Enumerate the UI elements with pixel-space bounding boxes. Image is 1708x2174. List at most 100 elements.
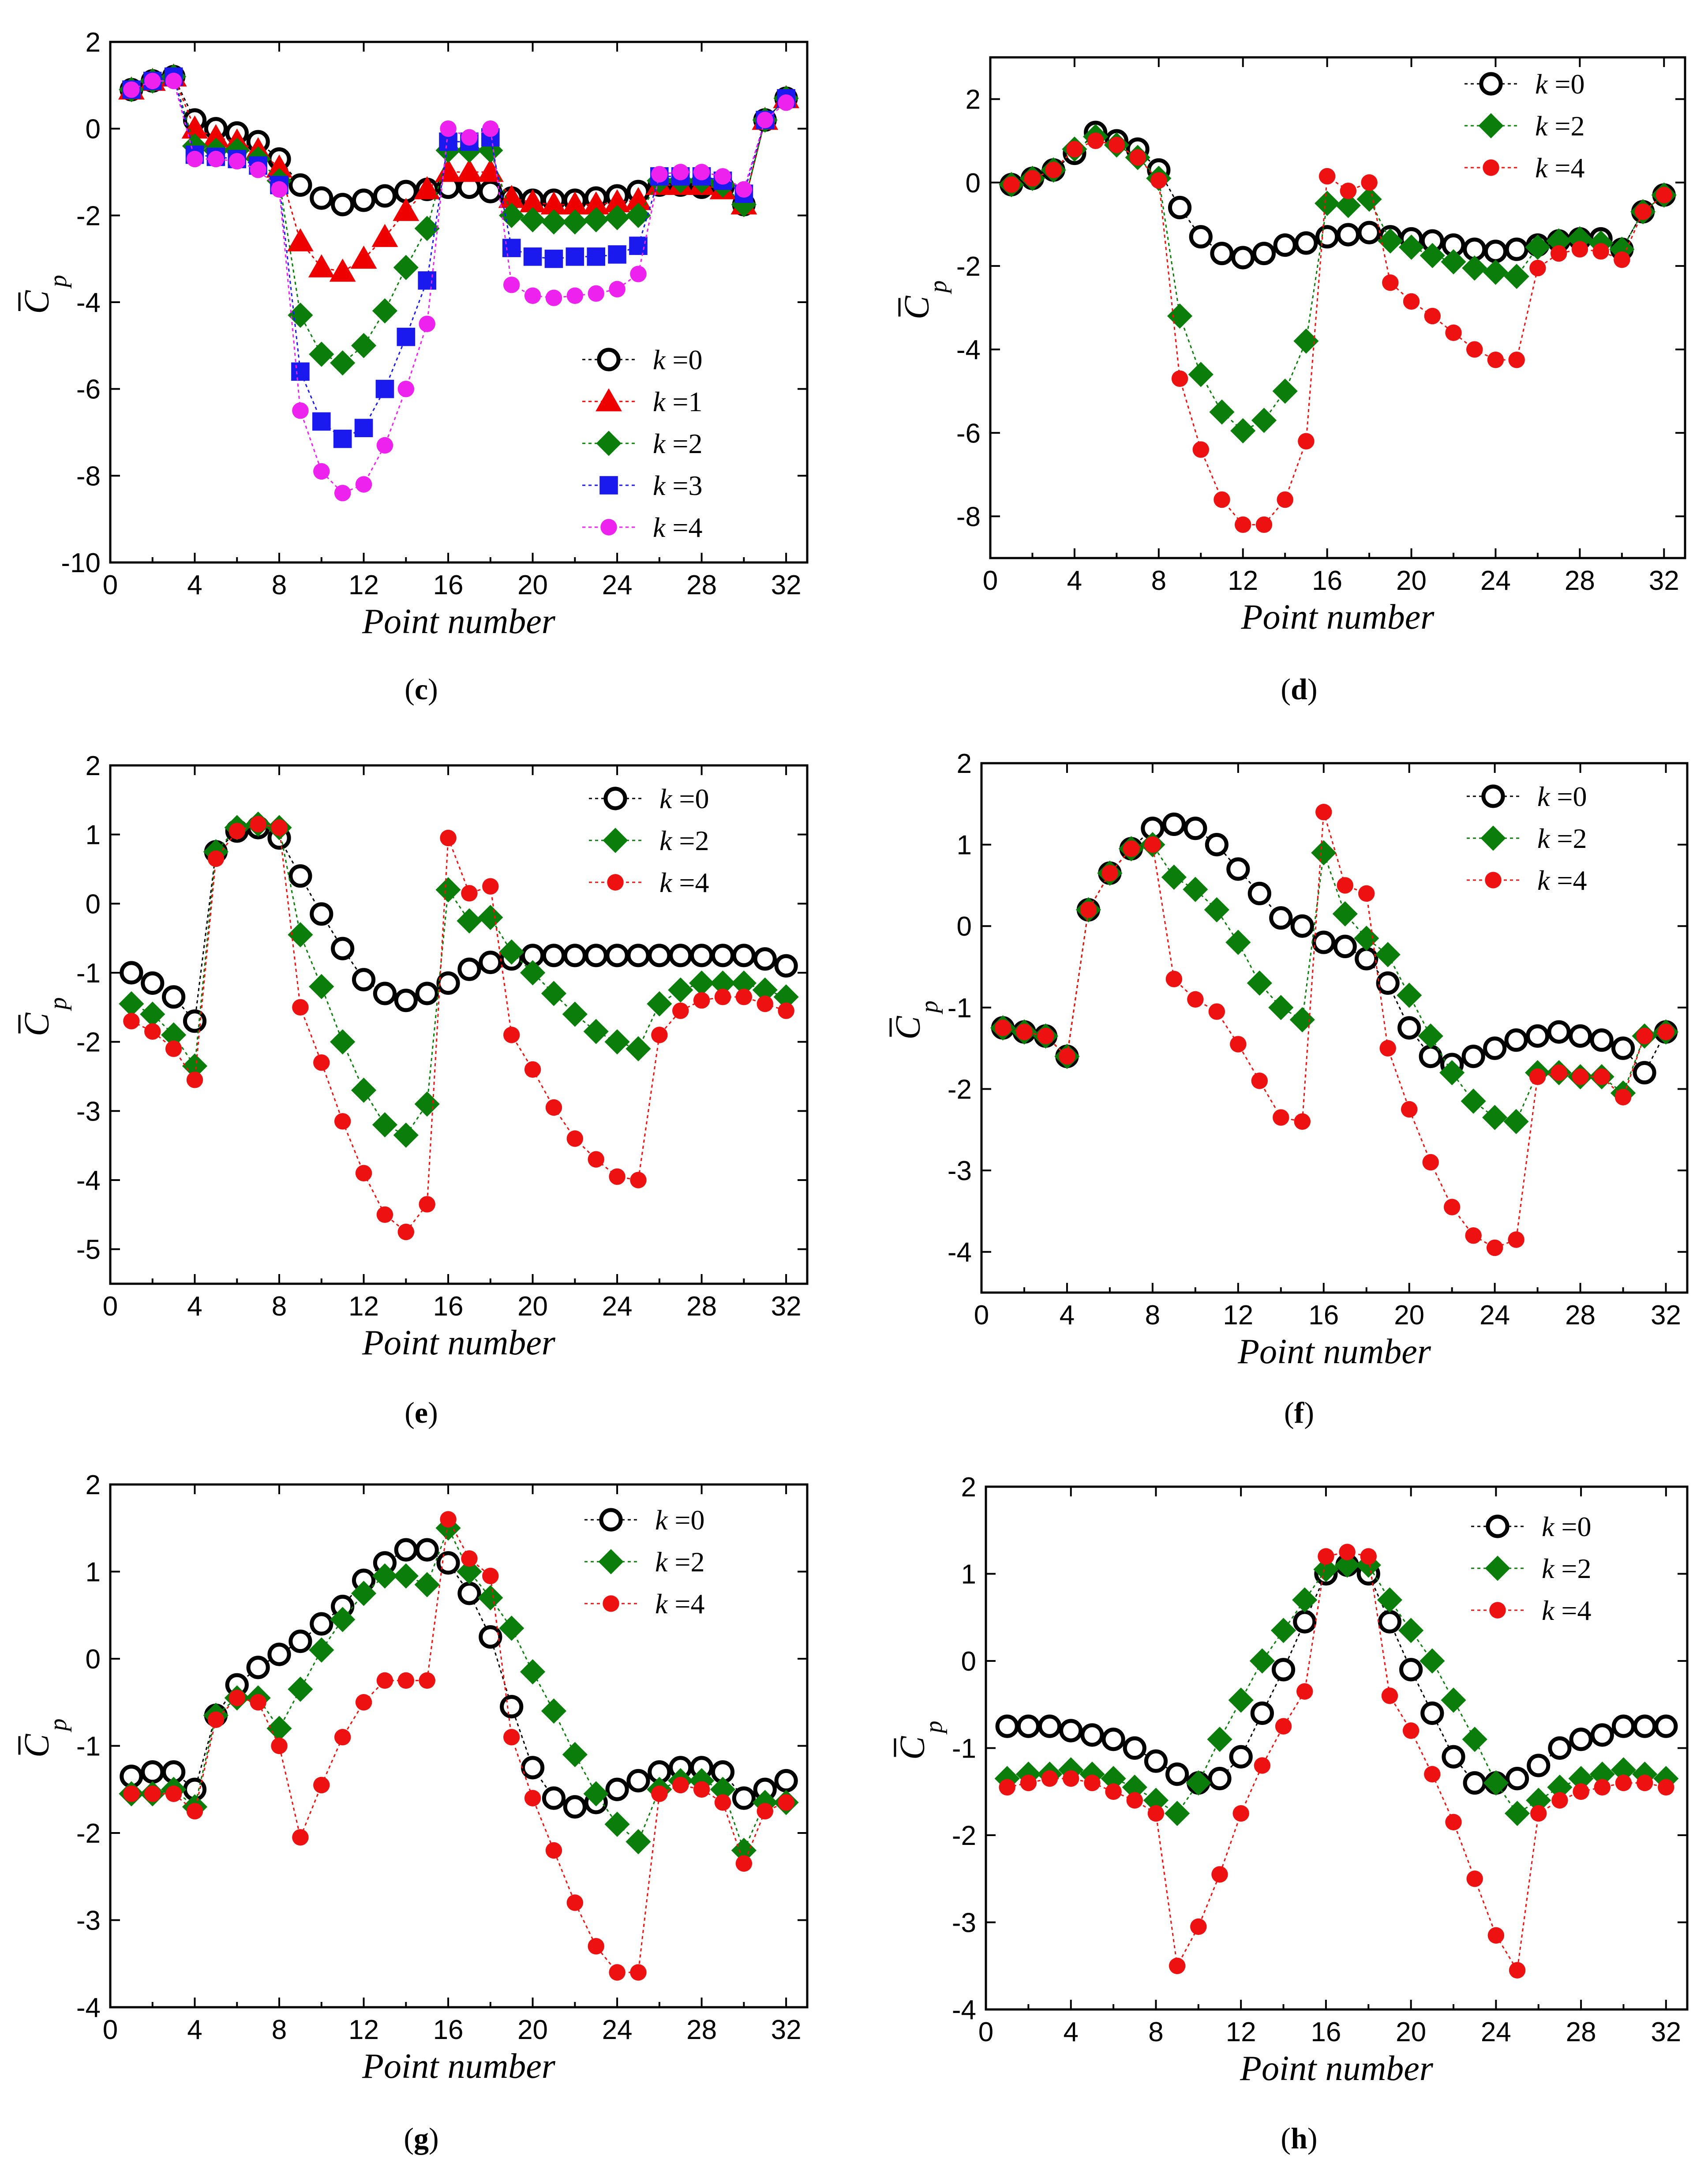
y-tick-label: -5 — [76, 1235, 101, 1265]
data-point — [1126, 1792, 1143, 1809]
data-point — [999, 1779, 1015, 1796]
legend-label: k =0 — [659, 783, 709, 814]
data-point — [1003, 176, 1020, 193]
data-point — [207, 1711, 225, 1728]
legend-marker — [603, 787, 627, 810]
series-k4 — [994, 804, 1674, 1256]
plot-frame — [989, 56, 1686, 559]
legend-marker — [1486, 1514, 1509, 1538]
x-tick-label: 32 — [1651, 2017, 1681, 2047]
data-point — [351, 1077, 377, 1103]
data-point — [393, 1563, 419, 1589]
data-point — [288, 173, 312, 197]
legend-label-value: =2 — [665, 428, 702, 459]
data-point — [207, 150, 225, 168]
data-point — [1162, 812, 1186, 836]
data-point — [1483, 1036, 1507, 1060]
data-point — [228, 823, 245, 840]
data-point — [414, 176, 441, 199]
data-point — [415, 1538, 439, 1562]
data-point — [1592, 243, 1609, 260]
data-point — [1192, 441, 1209, 458]
data-point — [1209, 399, 1235, 425]
y-axis-label-subscript: p — [45, 997, 72, 1012]
y-axis-label-text: C — [18, 1012, 56, 1036]
y-axis-label-subscript: p — [916, 1001, 943, 1015]
data-point — [310, 186, 333, 210]
data-point — [162, 985, 186, 1009]
data-point — [397, 380, 415, 397]
data-point — [461, 1550, 478, 1567]
x-tick-label: 28 — [1565, 566, 1595, 596]
legend-marker — [600, 519, 617, 536]
y-tick-label: -2 — [76, 1818, 101, 1849]
data-point — [524, 1061, 541, 1078]
data-point — [651, 1027, 668, 1043]
panel-caption-close: ) — [1307, 2122, 1318, 2155]
legend-label-value: =0 — [1550, 781, 1587, 812]
data-point — [693, 1781, 710, 1798]
data-point — [397, 1672, 415, 1689]
data-point — [1551, 1792, 1568, 1809]
data-point — [1293, 1610, 1317, 1634]
data-point — [524, 287, 541, 304]
data-point — [1024, 170, 1041, 187]
legend-label-value: =0 — [667, 1504, 704, 1536]
data-point — [1486, 1239, 1503, 1256]
data-point — [1505, 1767, 1529, 1791]
data-point — [266, 1716, 292, 1741]
data-point — [778, 1002, 794, 1019]
series-k0 — [120, 1538, 798, 1819]
panel-caption-open: ( — [405, 1396, 415, 1429]
legend-label: k =2 — [655, 1546, 705, 1578]
legend-label-var: k — [1542, 1595, 1555, 1626]
legend-label: k =2 — [1537, 823, 1587, 854]
data-point — [1041, 1770, 1058, 1787]
data-point — [440, 120, 457, 137]
data-point — [1144, 1749, 1168, 1773]
series-line — [131, 75, 787, 364]
data-point — [1315, 191, 1340, 216]
data-point — [520, 1659, 546, 1685]
panel-caption-letter: c — [415, 672, 428, 706]
data-point — [521, 1756, 545, 1780]
data-point — [544, 249, 563, 268]
legend-label-value: =4 — [1550, 865, 1587, 896]
data-point — [1525, 234, 1551, 260]
panel-caption-open: ( — [405, 672, 415, 706]
data-point — [1379, 1040, 1396, 1057]
data-point — [1441, 1687, 1466, 1713]
data-point — [1656, 187, 1672, 203]
data-point — [376, 1672, 393, 1689]
data-point — [1271, 1658, 1296, 1682]
data-point — [503, 1027, 520, 1043]
panel-caption-letter: d — [1291, 672, 1307, 706]
x-tick-label: 32 — [771, 2015, 802, 2045]
data-point — [141, 1760, 165, 1784]
data-point — [1375, 942, 1401, 967]
panel-caption: (g) — [404, 2122, 438, 2155]
data-point — [1589, 1762, 1615, 1787]
data-point — [436, 1551, 460, 1575]
series-line — [1003, 843, 1666, 1123]
legend-marker — [1480, 825, 1506, 851]
data-point — [1424, 307, 1441, 325]
x-tick-label: 16 — [433, 570, 464, 600]
legend-label: k =4 — [655, 1588, 705, 1619]
data-point — [714, 989, 731, 1005]
data-point — [757, 1803, 773, 1820]
data-point — [562, 1742, 588, 1767]
data-point — [1504, 1028, 1528, 1052]
x-tick-label: 0 — [103, 1291, 118, 1322]
y-axis-label: Cp — [893, 1721, 948, 1760]
data-point — [1296, 1683, 1313, 1700]
data-point — [626, 1829, 651, 1855]
legend-label: k =0 — [655, 1504, 705, 1536]
data-point — [732, 944, 756, 967]
data-point — [313, 463, 330, 480]
data-point — [1045, 161, 1062, 179]
data-point — [1187, 991, 1204, 1008]
legend-label-var: k — [653, 470, 666, 501]
data-point — [373, 982, 397, 1005]
data-point — [1143, 1788, 1169, 1813]
